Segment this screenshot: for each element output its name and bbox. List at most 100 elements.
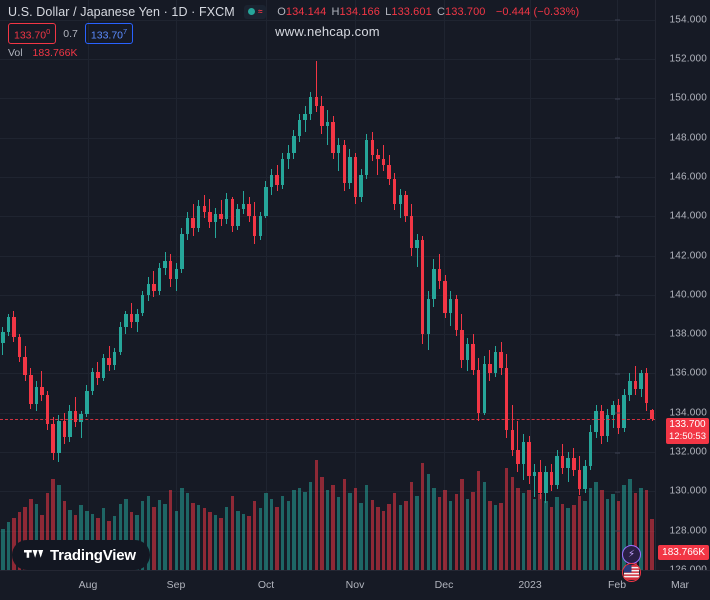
time-axis[interactable]: Aug Sep Oct Nov Dec 2023 Feb Mar bbox=[0, 570, 710, 600]
volume-bar bbox=[549, 506, 554, 570]
volume-bar bbox=[426, 473, 430, 570]
candle-wick bbox=[215, 208, 217, 238]
candle-body bbox=[219, 214, 223, 220]
volume-bar bbox=[336, 497, 341, 570]
candle-body bbox=[577, 469, 582, 490]
time-tick-label: Sep bbox=[166, 579, 186, 591]
candle-body bbox=[169, 261, 173, 280]
bar-countdown: 12:50:53 bbox=[669, 430, 706, 442]
candle-body bbox=[572, 457, 576, 470]
candle-body bbox=[236, 209, 240, 227]
candle-body bbox=[348, 157, 352, 183]
price-tick-label: 142.000 bbox=[615, 250, 707, 261]
candle-body bbox=[297, 119, 302, 136]
volume-bar bbox=[45, 493, 50, 570]
volume-bar bbox=[258, 508, 263, 570]
volume-legend-value: 183.766K bbox=[32, 47, 78, 59]
grid-line bbox=[0, 373, 655, 375]
pill-ask[interactable]: 133.707 bbox=[84, 22, 134, 45]
volume-bar bbox=[118, 504, 123, 570]
candle-body bbox=[152, 284, 156, 291]
tick-dash bbox=[615, 294, 621, 296]
tradingview-logo[interactable]: TradingView bbox=[12, 540, 150, 570]
watermark-text: www.nehcap.com bbox=[275, 24, 380, 39]
volume-bar bbox=[79, 505, 83, 570]
volume-bar bbox=[169, 490, 173, 570]
candle-body bbox=[560, 456, 565, 468]
price-axis[interactable]: 133.700 12:50:53 183.766K 154.000 152.000… bbox=[615, 0, 710, 576]
candle-body bbox=[331, 121, 335, 154]
candle-body bbox=[303, 114, 307, 120]
candle-body bbox=[336, 145, 341, 154]
ohlc-h-value: 134.166 bbox=[339, 5, 380, 18]
candle-body bbox=[202, 206, 207, 213]
volume-bar bbox=[230, 495, 235, 570]
candle-body bbox=[426, 298, 430, 335]
candle-body bbox=[443, 281, 447, 313]
grid-line bbox=[0, 19, 655, 21]
symbol-title[interactable]: U.S. Dollar / Japanese Yen · 1D · FXCM bbox=[8, 4, 235, 19]
candle-body bbox=[40, 387, 44, 396]
time-tick-label: Aug bbox=[78, 579, 98, 591]
candle-body bbox=[129, 314, 134, 323]
volume-bar bbox=[57, 484, 61, 570]
volume-bar bbox=[68, 509, 72, 570]
candle-body bbox=[258, 216, 263, 236]
grid-line bbox=[0, 176, 655, 178]
volume-bar bbox=[432, 487, 436, 570]
time-tick-label: Feb bbox=[607, 579, 627, 591]
volume-value-badge[interactable]: 183.766K bbox=[658, 545, 709, 560]
candle-body bbox=[208, 212, 212, 223]
volume-bar bbox=[465, 498, 470, 570]
volume-bar bbox=[527, 490, 531, 570]
candle-body bbox=[51, 423, 55, 454]
price-tick-label: 138.000 bbox=[615, 329, 707, 340]
candle-wick bbox=[243, 190, 245, 215]
candle-body bbox=[135, 313, 139, 323]
chart-plot-area[interactable] bbox=[0, 0, 655, 570]
candle-body bbox=[415, 239, 419, 248]
candle-body bbox=[381, 159, 386, 166]
volume-bar bbox=[398, 505, 402, 570]
volume-bar bbox=[314, 460, 319, 570]
volume-bar bbox=[152, 506, 156, 570]
lightning-bolt-icon[interactable]: ⚡ bbox=[622, 545, 641, 564]
grid-line bbox=[617, 0, 618, 570]
symbol-row[interactable]: U.S. Dollar / Japanese Yen · 1D · FXCM ≈… bbox=[8, 3, 579, 20]
candle-wick bbox=[327, 110, 328, 146]
us-flag-icon[interactable] bbox=[622, 563, 641, 582]
volume-bar bbox=[488, 501, 492, 570]
pill-ask-sup: 7 bbox=[123, 26, 128, 36]
volume-bar bbox=[280, 495, 285, 570]
candle-body bbox=[264, 186, 268, 217]
current-price-badge[interactable]: 133.700 12:50:53 bbox=[666, 417, 709, 444]
candle-body bbox=[174, 269, 179, 280]
candle-wick bbox=[416, 233, 418, 268]
volume-bar bbox=[471, 491, 475, 570]
volume-bar bbox=[146, 495, 151, 570]
volume-bar bbox=[443, 490, 447, 570]
candle-wick bbox=[41, 371, 43, 401]
volume-bar bbox=[124, 498, 128, 570]
volume-bar bbox=[555, 497, 559, 570]
volume-bar bbox=[141, 501, 145, 570]
price-tick-label: 136.000 bbox=[615, 368, 707, 379]
volume-bar bbox=[185, 493, 190, 570]
candle-body bbox=[230, 198, 235, 227]
time-tick-label: Oct bbox=[257, 579, 275, 591]
volume-bar bbox=[510, 476, 514, 570]
pill-bid[interactable]: 133.700 bbox=[8, 22, 57, 45]
candle-body bbox=[292, 135, 296, 154]
candle-body bbox=[101, 357, 106, 379]
tradingview-logo-text: TradingView bbox=[50, 546, 136, 564]
volume-bar bbox=[325, 490, 330, 570]
volume-bar bbox=[392, 493, 397, 570]
candle-body bbox=[420, 239, 425, 335]
candle-body bbox=[241, 204, 246, 210]
volume-bar bbox=[23, 506, 27, 570]
pill-bid-value: 133.70 bbox=[14, 29, 47, 42]
volume-legend[interactable]: Vol 183.766K bbox=[8, 47, 579, 59]
chart-style-badge[interactable]: ≈ bbox=[243, 4, 267, 19]
volume-bar bbox=[370, 499, 375, 570]
